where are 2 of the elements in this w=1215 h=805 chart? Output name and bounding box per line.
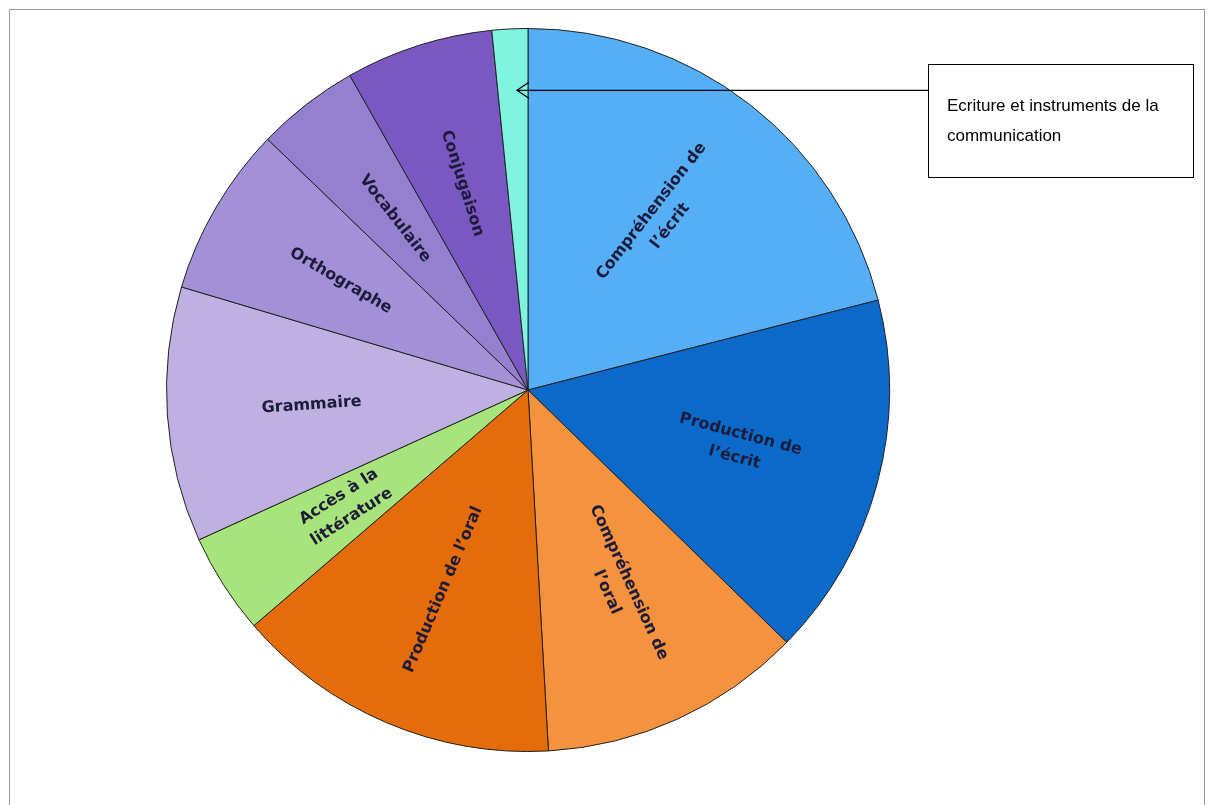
slice-label: Ecriture et instruments de la communication [928,64,1194,178]
slice-label: Grammaire [260,390,363,417]
